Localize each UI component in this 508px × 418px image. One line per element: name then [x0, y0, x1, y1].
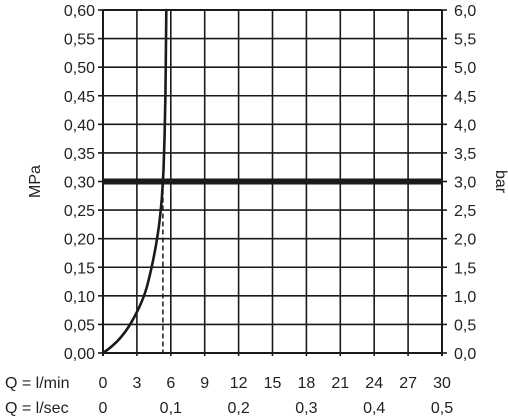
x-axis-lmin-tick-label: 12: [230, 375, 248, 392]
curve-layer: [101, 8, 168, 355]
left-axis-tick-label: 0,40: [64, 117, 95, 134]
left-axis-tick-label: 0,05: [64, 317, 95, 334]
x-axis-lmin-tick-label: 6: [166, 375, 175, 392]
left-axis-tick-label: 0,20: [64, 232, 95, 249]
left-axis-tick-label: 0,25: [64, 203, 95, 220]
x-axis-lsec-label: Q = l/sec: [5, 400, 69, 417]
x-axis-lsec-tick-label: 0,1: [160, 400, 182, 417]
x-axis-lsec-tick-label: 0,3: [295, 400, 317, 417]
x-axis-lmin-tick-label: 27: [399, 375, 417, 392]
left-axis-tick-label: 0,50: [64, 60, 95, 77]
right-axis-tick-label: 2,0: [454, 232, 476, 249]
right-axis-tick-label: 5,0: [454, 60, 476, 77]
right-axis-tick-label: 0,0: [454, 346, 476, 363]
tick-labels: 0,000,050,100,150,200,250,300,350,400,45…: [64, 3, 476, 417]
x-axis-lsec-tick-label: 0,5: [431, 400, 453, 417]
left-axis-tick-label: 0,30: [64, 175, 95, 192]
flow-curve: [101, 8, 168, 355]
x-axis-lmin-tick-label: 15: [264, 375, 282, 392]
x-axis-lmin-label: Q = l/min: [5, 375, 69, 392]
x-axis-lsec-tick-label: 0: [99, 400, 108, 417]
x-axis-lmin-tick-label: 21: [331, 375, 349, 392]
right-axis-tick-label: 1,0: [454, 289, 476, 306]
right-axis-tick-label: 3,0: [454, 175, 476, 192]
x-axis-lmin-tick-label: 24: [365, 375, 383, 392]
right-axis-tick-label: 6,0: [454, 3, 476, 20]
x-axis-lmin-tick-label: 30: [433, 375, 451, 392]
x-axis-lmin-tick-label: 0: [99, 375, 108, 392]
left-axis-tick-label: 0,45: [64, 89, 95, 106]
x-axis-lmin-tick-label: 9: [200, 375, 209, 392]
right-axis-tick-label: 4,0: [454, 117, 476, 134]
left-axis-tick-label: 0,00: [64, 346, 95, 363]
right-axis-label: bar: [492, 170, 508, 194]
reference-layer: [103, 178, 442, 353]
right-axis-tick-label: 3,5: [454, 146, 476, 163]
left-axis-tick-label: 0,15: [64, 260, 95, 277]
right-axis-tick-label: 0,5: [454, 317, 476, 334]
right-axis-tick-label: 4,5: [454, 89, 476, 106]
x-axis-lsec-tick-label: 0,2: [227, 400, 249, 417]
right-axis-tick-label: 5,5: [454, 32, 476, 49]
left-axis-tick-label: 0,10: [64, 289, 95, 306]
right-axis-tick-label: 2,5: [454, 203, 476, 220]
left-axis-tick-label: 0,35: [64, 146, 95, 163]
left-axis-label: MPa: [27, 165, 44, 198]
right-axis-tick-label: 1,5: [454, 260, 476, 277]
x-axis-lsec-tick-label: 0,4: [363, 400, 385, 417]
left-axis-tick-label: 0,55: [64, 32, 95, 49]
x-axis-lmin-tick-label: 3: [132, 375, 141, 392]
x-axis-lmin-tick-label: 18: [298, 375, 316, 392]
left-axis-tick-label: 0,60: [64, 3, 95, 20]
